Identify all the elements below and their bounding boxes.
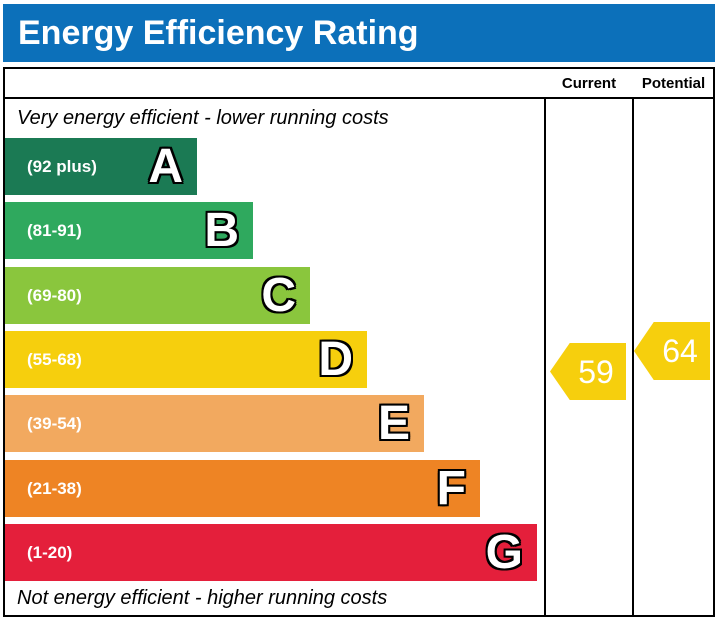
energy-rating-chart: Current Potential Very energy efficient … [3, 67, 715, 617]
band-letter-a: A [148, 139, 183, 193]
band-letter-b: B [204, 203, 239, 257]
title-bar: Energy Efficiency Rating [3, 4, 715, 62]
band-letter-f: F [436, 461, 466, 515]
chart-body: Current Potential Very energy efficient … [5, 69, 713, 615]
band-row-e: (39-54) E [5, 395, 424, 452]
current-indicator-arrow: 59 [550, 343, 626, 400]
current-rating-value: 59 [578, 353, 614, 390]
page-title: Energy Efficiency Rating [18, 13, 419, 52]
potential-rating-value: 64 [662, 333, 698, 369]
current-column-divider [544, 69, 546, 615]
band-row-d: (55-68) D [5, 331, 367, 388]
band-range-label-c: (69-80) [27, 285, 82, 305]
band-row-f: (21-38) F [5, 460, 480, 517]
top-note: Very energy efficient - lower running co… [17, 107, 389, 129]
column-header-current: Current [561, 74, 617, 92]
potential-indicator-arrow: 64 [634, 322, 710, 380]
band-row-c: (69-80) C [5, 267, 310, 324]
band-row-b: (81-91) B [5, 202, 253, 259]
band-row-a: (92 plus) A [5, 138, 197, 195]
bottom-note: Not energy efficient - higher running co… [17, 587, 388, 609]
band-range-label-f: (21-38) [27, 478, 82, 498]
column-header-potential: Potential [641, 74, 706, 92]
chart-header-row: Current Potential [5, 69, 713, 99]
band-letter-g: G [485, 525, 523, 579]
band-letter-d: D [318, 332, 353, 386]
band-row-g: (1-20) G [5, 524, 537, 581]
band-letter-e: E [377, 396, 410, 450]
potential-column-divider [632, 69, 634, 615]
band-range-label-b: (81-91) [27, 220, 82, 240]
band-range-label-a: (92 plus) [27, 156, 97, 176]
band-range-label-d: (55-68) [27, 349, 82, 369]
band-range-label-e: (39-54) [27, 413, 82, 433]
band-letter-c: C [261, 268, 296, 322]
band-range-label-g: (1-20) [27, 542, 73, 562]
